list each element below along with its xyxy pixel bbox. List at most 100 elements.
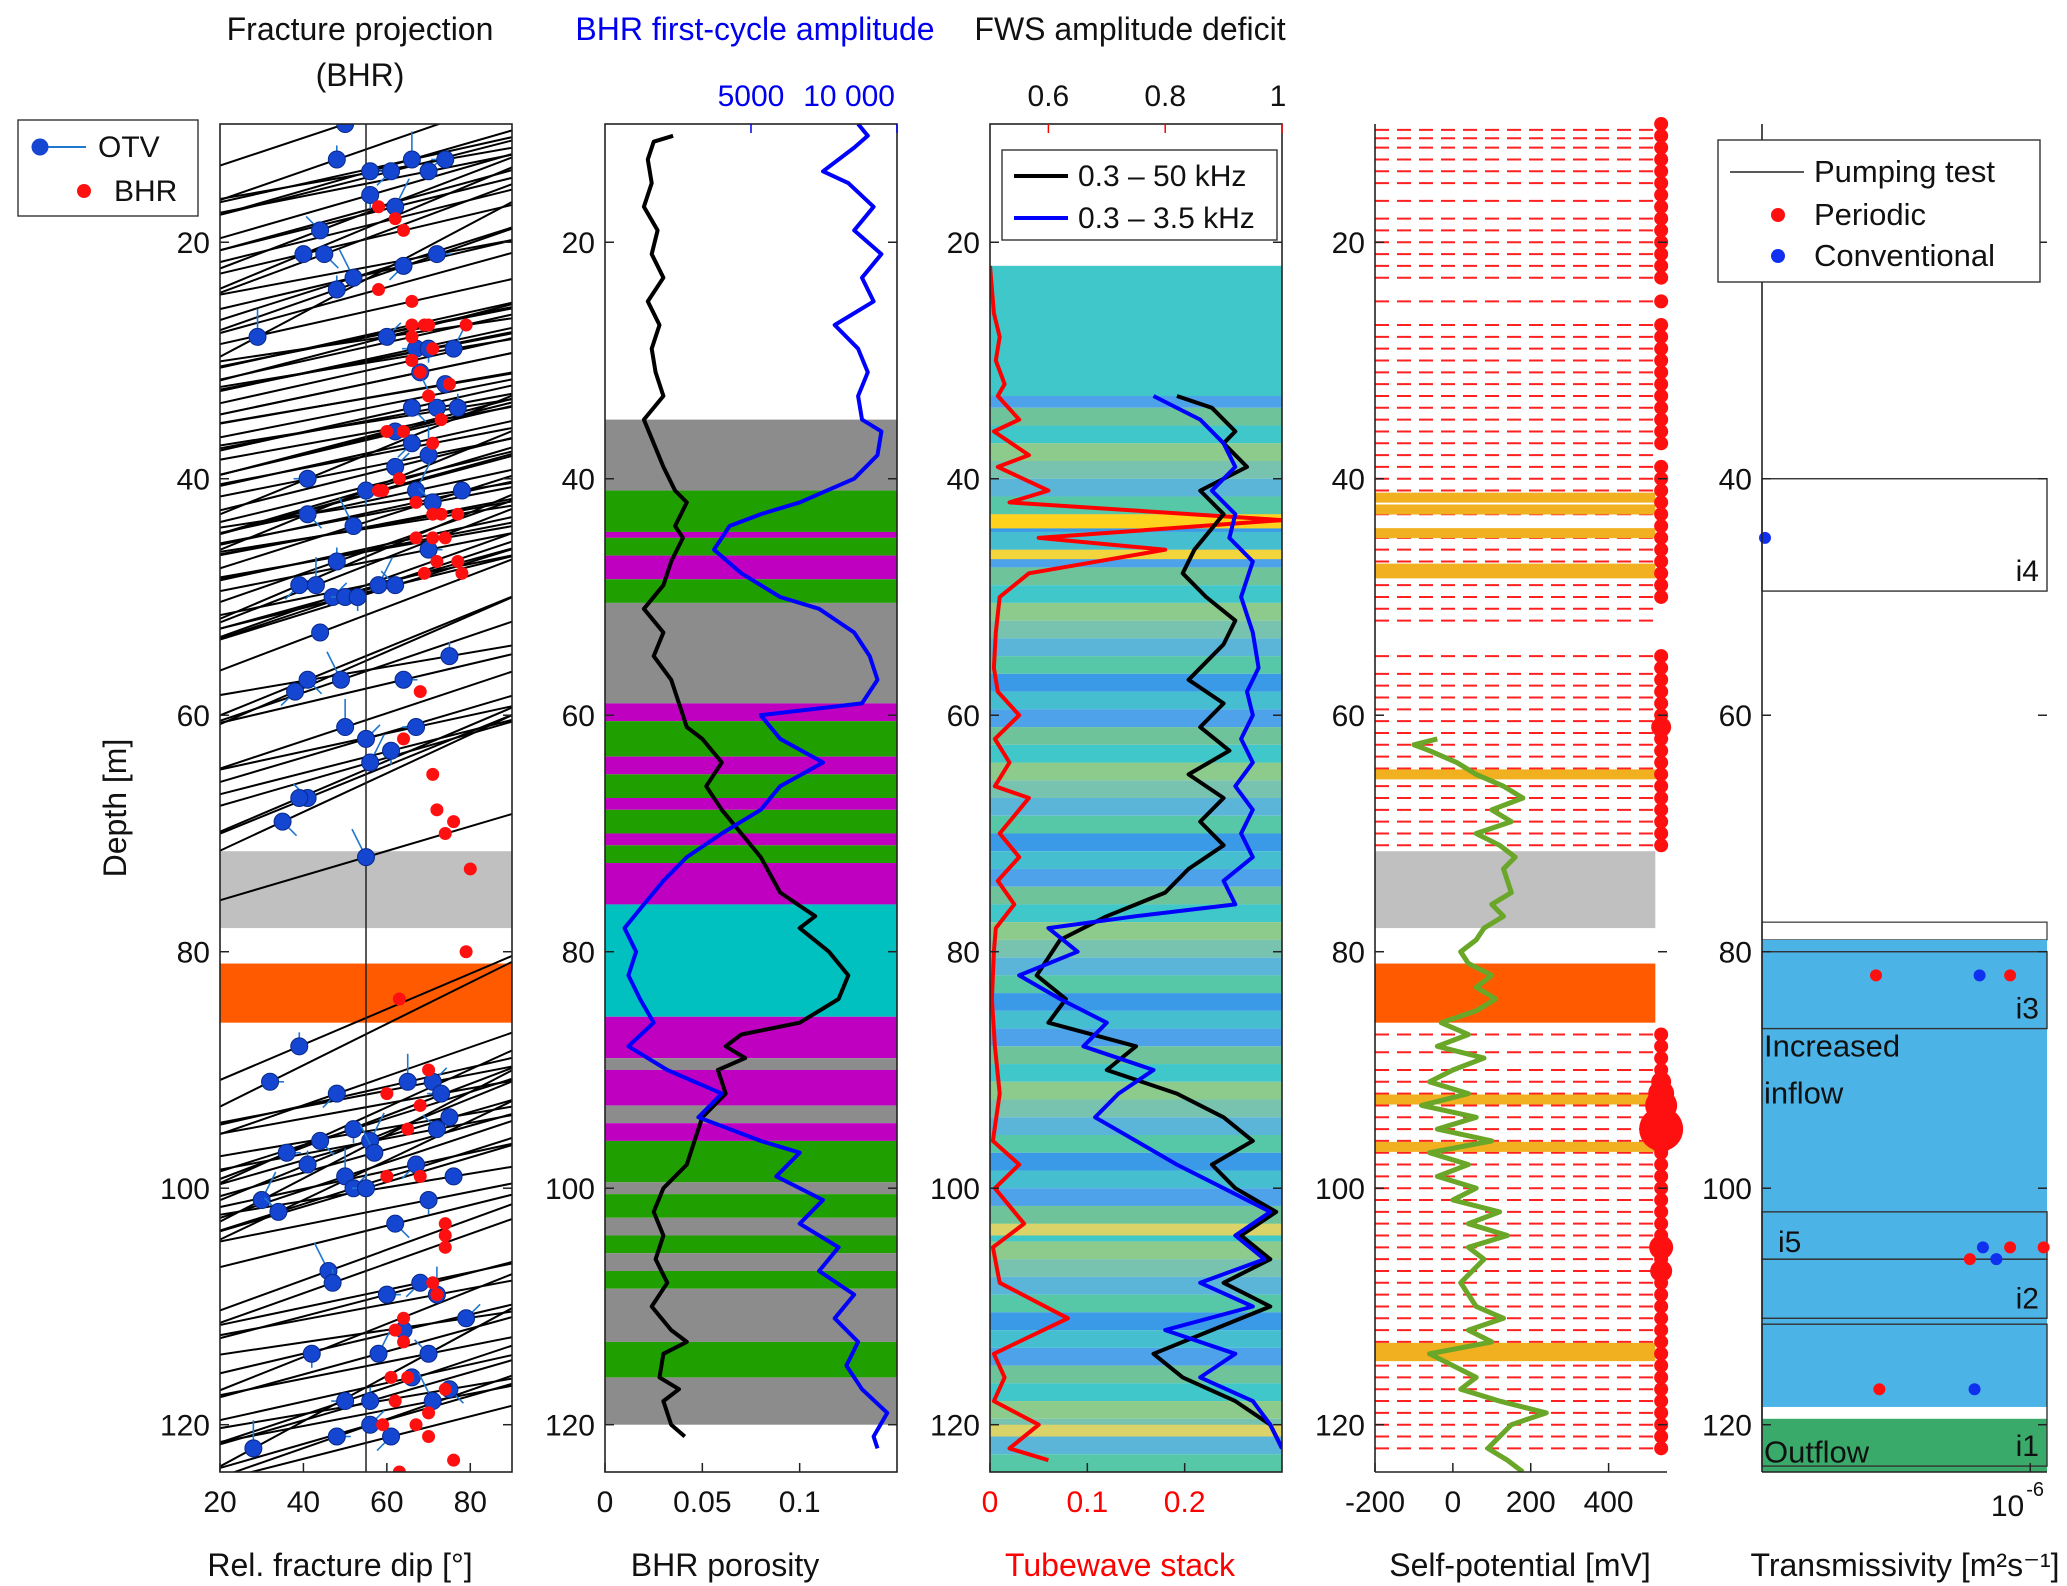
heatmap-row xyxy=(990,1365,1282,1384)
otv-markers xyxy=(244,124,481,1472)
panel-title: BHR first-cycle amplitude xyxy=(575,11,934,47)
heatmap-row xyxy=(990,478,1282,497)
interval-label: i5 xyxy=(1778,1226,1801,1259)
inflow-dot xyxy=(1649,1128,1674,1153)
lithology-band xyxy=(605,1341,897,1378)
lithology-band xyxy=(605,419,897,491)
bhr-point xyxy=(459,318,473,332)
bhr-point xyxy=(388,1394,402,1408)
heatmap-row xyxy=(990,656,1282,674)
otv-point xyxy=(357,848,375,867)
inflow-dot xyxy=(1654,838,1669,853)
periodic-point xyxy=(2004,1241,2017,1254)
heatmap-row xyxy=(990,425,1282,444)
x-axis-label: Tubewave stack xyxy=(1005,1547,1236,1583)
lithology-band xyxy=(605,1123,897,1141)
conventional-point xyxy=(1973,969,1986,982)
y-tick-label: 20 xyxy=(562,227,595,260)
inflow-dot xyxy=(1654,814,1669,829)
bhr-point xyxy=(376,484,390,498)
heatmap-row xyxy=(990,1454,1282,1472)
lithology-band xyxy=(605,904,897,1017)
otv-point xyxy=(377,327,396,346)
bhr-point xyxy=(397,1311,411,1325)
inflow-dot xyxy=(1650,1259,1673,1282)
inflow-dot xyxy=(1654,684,1669,699)
legend-label: Conventional xyxy=(1814,238,1995,273)
bhr-point xyxy=(388,1323,402,1337)
otv-point xyxy=(311,623,330,642)
otv-point xyxy=(398,1072,417,1091)
otv-point xyxy=(244,1439,263,1458)
otv-point xyxy=(402,434,421,453)
heatmap-row xyxy=(990,815,1282,834)
inflow-dot xyxy=(1654,1346,1669,1361)
heatmap-row xyxy=(990,939,1282,958)
otv-point xyxy=(344,517,363,536)
heatmap-row xyxy=(990,1117,1282,1135)
inflow-dot xyxy=(1654,1429,1669,1444)
bhr-point xyxy=(380,1169,394,1183)
lithology-band xyxy=(605,490,897,532)
bhr-point xyxy=(388,212,402,226)
inflow-dot xyxy=(1654,247,1669,262)
interval-label: i1 xyxy=(2016,1430,2039,1463)
otv-point xyxy=(382,741,401,760)
top-x-tick-label: 1 xyxy=(1270,80,1287,113)
heatmap-row xyxy=(990,1188,1282,1206)
periodic-point xyxy=(1870,969,1882,982)
legend-box xyxy=(17,119,199,217)
otv-point xyxy=(252,1191,271,1210)
inflow-dot xyxy=(1654,199,1669,214)
otv-point xyxy=(361,185,380,204)
inflow-dot xyxy=(1654,791,1669,805)
otv-point xyxy=(327,1427,346,1446)
inflow-dot xyxy=(1654,755,1669,770)
conventional-point xyxy=(1990,1253,2003,1266)
inflow-dot xyxy=(1654,223,1669,238)
otv-point xyxy=(361,753,380,772)
heatmap-row xyxy=(990,993,1282,1011)
inflow-dot xyxy=(1654,412,1669,427)
inflow-dot xyxy=(1654,507,1669,522)
y-tick-label: 80 xyxy=(562,937,595,970)
interval-label: i4 xyxy=(2016,555,2039,588)
lithology-band xyxy=(605,1105,897,1124)
y-tick-label: 80 xyxy=(1719,937,1752,970)
otv-point xyxy=(286,682,305,701)
inflow-dot xyxy=(1654,519,1669,534)
conventional-point xyxy=(1968,1383,1981,1396)
conventional-point xyxy=(1759,531,1771,544)
bhr-point xyxy=(405,318,419,332)
bhr-point xyxy=(417,566,431,580)
heatmap-row xyxy=(990,1401,1282,1419)
lithology-band xyxy=(605,863,897,905)
otv-point xyxy=(331,670,350,689)
lithology-band xyxy=(605,756,897,775)
otv-point xyxy=(290,789,309,807)
heatmap-row xyxy=(990,1436,1282,1455)
bhr-point xyxy=(413,1169,427,1183)
heatmap-row xyxy=(990,798,1282,816)
lithology-band xyxy=(605,1377,897,1425)
inflow-dot xyxy=(1654,1382,1669,1397)
depth-band xyxy=(1375,963,1656,1023)
panel-bhr-porosity: BHR first-cycle amplitude BHR porosity 2… xyxy=(545,11,935,1583)
panel-self-potential: Self-potential [mV] 20 40 60 80 100 120 -200 0 2… xyxy=(1315,117,1684,1583)
lithology-band xyxy=(605,1069,897,1106)
otv-point xyxy=(365,1143,384,1162)
bhr-point xyxy=(405,330,419,344)
bhr-point xyxy=(392,992,406,1006)
panel-title: Fracture projection xyxy=(227,11,494,47)
x-tick-label: 20 xyxy=(203,1486,236,1519)
inflow-dot xyxy=(1654,1405,1669,1420)
x-tick-exponent: -6 xyxy=(2026,1479,2044,1501)
x-tick-label: 0.2 xyxy=(1164,1486,1206,1519)
bhr-point xyxy=(380,1087,394,1101)
x-tick-label: -200 xyxy=(1345,1486,1405,1519)
y-tick-label: 20 xyxy=(947,227,980,260)
legend-label: 0.3 – 50 kHz xyxy=(1078,160,1246,193)
y-tick-label: 120 xyxy=(160,1410,210,1443)
heatmap-row xyxy=(990,567,1282,586)
y-tick-label: 60 xyxy=(947,700,980,733)
